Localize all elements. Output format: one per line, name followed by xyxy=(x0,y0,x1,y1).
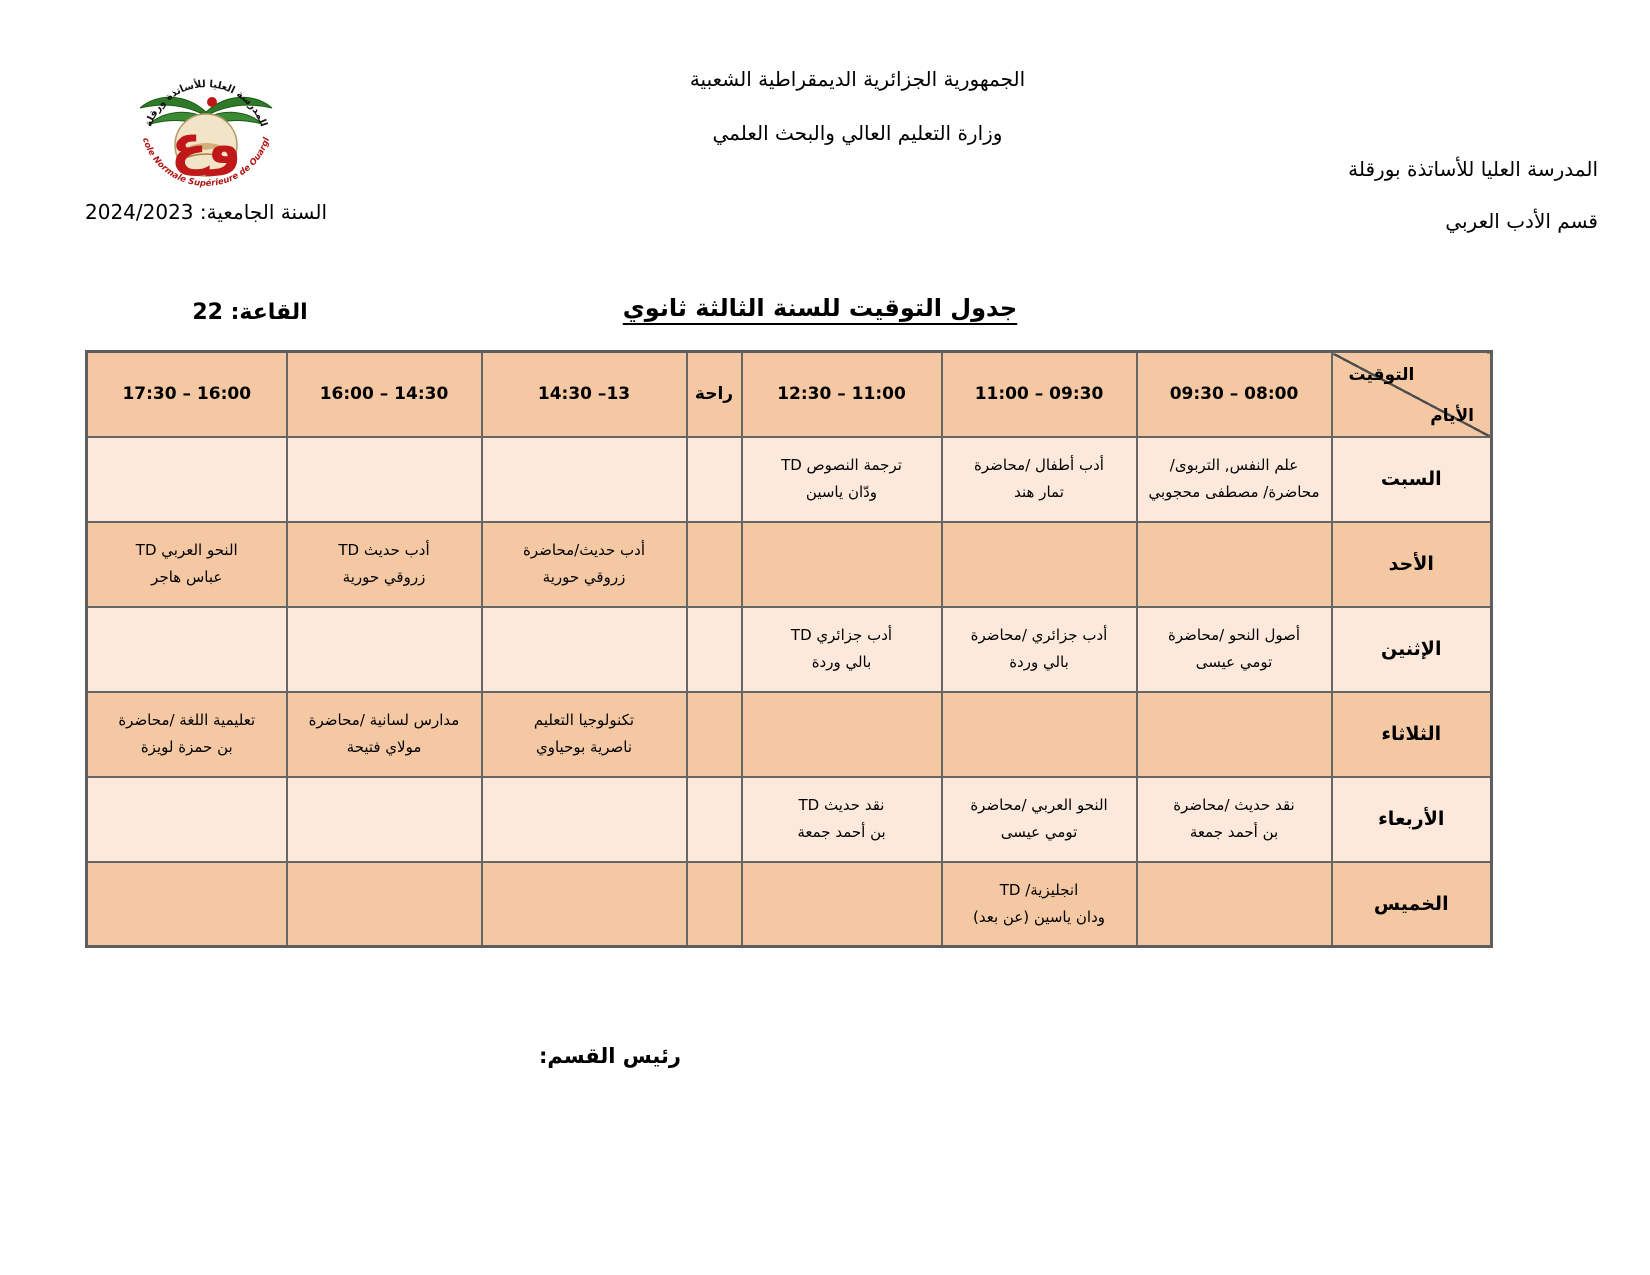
time-slot-header: 14:30 – 16:00 xyxy=(285,350,483,438)
department-line: قسم الأدب العربي xyxy=(1445,209,1598,233)
schedule-cell xyxy=(940,690,1138,778)
corner-time-label: التوقيت xyxy=(1348,365,1415,385)
schedule-cell xyxy=(480,860,688,948)
schedule-cell xyxy=(285,860,483,948)
schedule-cell: ترجمة النصوص TD ودّان ياسين xyxy=(740,435,943,523)
schedule-cell xyxy=(285,435,483,523)
table-row-wednesday: الأربعاء نقد حديث /محاضرة بن أحمد جمعة ال… xyxy=(85,775,1493,863)
schedule-cell: أدب أطفال /محاضرة تمار هند xyxy=(940,435,1138,523)
republic-line: الجمهورية الجزائرية الديمقراطية الشعبية xyxy=(689,67,1026,91)
page-title: جدول التوقيت للسنة الثالثة ثانوي xyxy=(622,294,1018,322)
day-label: الأربعاء xyxy=(1330,775,1493,863)
time-slot-header: 13– 14:30 xyxy=(480,350,688,438)
schedule-cell xyxy=(1135,520,1333,608)
break-cell xyxy=(685,520,743,608)
corner-cell: التوقيت الأيام xyxy=(1330,350,1493,438)
schedule-cell: النحو العربي /محاضرة تومي عيسى xyxy=(940,775,1138,863)
schedule-cell xyxy=(480,435,688,523)
ministry-line: وزارة التعليم العالي والبحث العلمي xyxy=(712,121,1003,145)
national-header: الجمهورية الجزائرية الديمقراطية الشعبية … xyxy=(575,52,1140,160)
school-logo: وع المدرسة العليا للأساتذة ورقلة Ecole N… xyxy=(126,50,272,189)
schedule-cell: نقد حديث TD بن أحمد جمعة xyxy=(740,775,943,863)
day-label: السبت xyxy=(1330,435,1493,523)
logo-calligraphy: وع xyxy=(171,113,241,176)
dune-shape xyxy=(178,143,234,152)
time-slot-header: 11:00 – 12:30 xyxy=(740,350,943,438)
table-row-sunday: الأحد أدب حديث/محاضرة زروقي حورية أدب حدي… xyxy=(85,520,1493,608)
schedule-cell xyxy=(85,605,288,693)
schedule-cell: أدب جزائري TD بالي وردة xyxy=(740,605,943,693)
corner-days-label: الأيام xyxy=(1430,405,1474,426)
institution-header: المدرسة العليا للأساتذة بورقلة قسم الأدب… xyxy=(1178,143,1598,247)
schedule-cell: مدارس لسانية /محاضرة مولاي فتيحة xyxy=(285,690,483,778)
table-row-monday: الإثنين أصول النحو /محاضرة تومي عيسى أدب … xyxy=(85,605,1493,693)
logo-flower xyxy=(207,97,217,107)
break-cell xyxy=(685,690,743,778)
schedule-cell: علم النفس, التربوى/محاضرة/ مصطفى محجوبي xyxy=(1135,435,1333,523)
timetable-table: التوقيت الأيام 08:00 – 09:30 09:30 – 11:… xyxy=(85,350,1493,948)
schedule-cell xyxy=(285,775,483,863)
time-header-row: التوقيت الأيام 08:00 – 09:30 09:30 – 11:… xyxy=(85,350,1493,438)
schedule-cell: تكنولوجيا التعليم ناصرية بوحياوي xyxy=(480,690,688,778)
schedule-cell: نقد حديث /محاضرة بن أحمد جمعة xyxy=(1135,775,1333,863)
schedule-cell xyxy=(740,520,943,608)
schedule-cell xyxy=(740,690,943,778)
academic-year: السنة الجامعية: 2024/2023 xyxy=(85,200,328,224)
schedule-cell xyxy=(740,860,943,948)
break-header: راحة xyxy=(685,350,743,438)
schedule-cell: أصول النحو /محاضرة تومي عيسى xyxy=(1135,605,1333,693)
dune-line xyxy=(179,153,233,161)
table-row-saturday: السبت علم النفس, التربوى/محاضرة/ مصطفى م… xyxy=(85,435,1493,523)
time-slot-header: 08:00 – 09:30 xyxy=(1135,350,1333,438)
department-head-label: رئيس القسم: xyxy=(539,1044,681,1068)
day-label: الإثنين xyxy=(1330,605,1493,693)
schedule-cell xyxy=(285,605,483,693)
schedule-cell: أدب حديث TD زروقي حورية xyxy=(285,520,483,608)
schedule-cell: تعليمية اللغة /محاضرة بن حمزة لويزة xyxy=(85,690,288,778)
day-label: الخميس xyxy=(1330,860,1493,948)
schedule-cell: النحو العربي TD عباس هاجر xyxy=(85,520,288,608)
room-label: القاعة: 22 xyxy=(192,300,308,325)
schedule-cell xyxy=(1135,860,1333,948)
break-cell xyxy=(685,435,743,523)
school-name-line: المدرسة العليا للأساتذة بورقلة xyxy=(1348,157,1598,181)
schedule-cell xyxy=(480,605,688,693)
break-cell xyxy=(685,605,743,693)
schedule-cell xyxy=(940,520,1138,608)
schedule-cell: انجليزية/ TD ودان ياسين (عن بعد) xyxy=(940,860,1138,948)
table-row-thursday: الخميس انجليزية/ TD ودان ياسين (عن بعد) xyxy=(85,860,1493,948)
schedule-cell xyxy=(480,775,688,863)
day-label: الثلاثاء xyxy=(1330,690,1493,778)
schedule-cell xyxy=(1135,690,1333,778)
schedule-cell xyxy=(85,435,288,523)
schedule-cell: أدب جزائري /محاضرة بالي وردة xyxy=(940,605,1138,693)
schedule-cell xyxy=(85,860,288,948)
table-row-tuesday: الثلاثاء تكنولوجيا التعليم ناصرية بوحياوي… xyxy=(85,690,1493,778)
time-slot-header: 09:30 – 11:00 xyxy=(940,350,1138,438)
day-label: الأحد xyxy=(1330,520,1493,608)
timetable: التوقيت الأيام 08:00 – 09:30 09:30 – 11:… xyxy=(85,350,1493,948)
schedule-cell xyxy=(85,775,288,863)
schedule-cell: أدب حديث/محاضرة زروقي حورية xyxy=(480,520,688,608)
break-cell xyxy=(685,860,743,948)
time-slot-header: 16:00 – 17:30 xyxy=(85,350,288,438)
break-cell xyxy=(685,775,743,863)
